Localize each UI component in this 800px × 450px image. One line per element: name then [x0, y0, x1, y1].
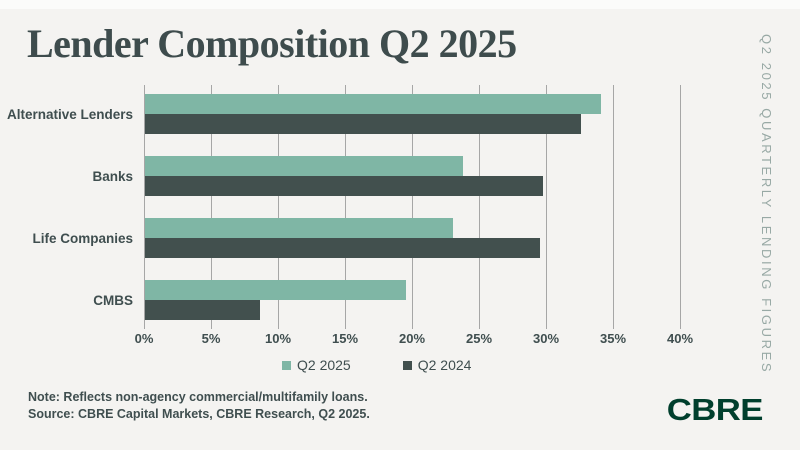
axis-label-40%: 40%: [666, 331, 694, 346]
category-label-life-companies: Life Companies: [32, 230, 133, 246]
footnote-note-line: Note: Reflects non-agency commercial/mul…: [28, 390, 368, 404]
gridline-30%: [546, 85, 547, 320]
tick-20%: [412, 320, 413, 329]
gridline-35%: [613, 85, 614, 320]
axis-label-25%: 25%: [465, 331, 493, 346]
axis-label-30%: 30%: [532, 331, 560, 346]
tick-25%: [479, 320, 480, 329]
gridline-0%: [144, 85, 145, 320]
axis-label-20%: 20%: [398, 331, 426, 346]
tick-30%: [546, 320, 547, 329]
axis-label-35%: 35%: [599, 331, 627, 346]
category-label-banks: Banks: [92, 168, 133, 184]
bar-q2-2024-cmbs: [145, 300, 261, 320]
tick-10%: [278, 320, 279, 329]
category-axis: Alternative Lenders Banks Life Companies CM…: [0, 85, 133, 320]
footnote-source-line: Source: CBRE Capital Markets, CBRE Resea…: [28, 406, 370, 421]
bar-q2-2024-life-companies: [145, 238, 541, 258]
axis-label-0%: 0%: [134, 331, 154, 346]
legend-swatch-q2-2025: [282, 360, 291, 370]
bar-q2-2025-life-companies: [145, 218, 454, 238]
legend-label-q2-2024: Q2 2024: [417, 357, 472, 373]
bar-q2-2025-cmbs: [145, 280, 407, 300]
bar-chart-plot-area: [144, 85, 681, 320]
axis-label-15%: 15%: [331, 331, 359, 346]
x-axis-ticks: [144, 320, 681, 329]
top-strip: [0, 0, 800, 9]
tick-40%: [680, 320, 681, 329]
bar-q2-2024-banks: [145, 176, 543, 196]
tick-0%: [144, 320, 145, 329]
footnote: Note: Reflects non-agency commercial/mul…: [28, 389, 370, 422]
cbre-logo: CBRE: [666, 392, 764, 427]
gridline-25%: [479, 85, 480, 320]
tick-15%: [345, 320, 346, 329]
category-label-cmbs: CMBS: [93, 292, 133, 308]
tick-35%: [613, 320, 614, 329]
gridline-5%: [211, 85, 212, 320]
x-axis-labels: 0% 5% 10% 15% 20% 25% 30% 35% 40%: [135, 331, 693, 347]
page-title: Lender Composition Q2 2025: [27, 21, 517, 66]
bar-q2-2025-banks: [145, 156, 463, 176]
legend-label-q2-2025: Q2 2025: [297, 357, 351, 373]
axis-label-10%: 10%: [264, 331, 292, 346]
gridline-10%: [278, 85, 279, 320]
legend-item-q2-2025: Q2 2025: [282, 357, 351, 373]
axis-label-5%: 5%: [201, 331, 221, 346]
tick-5%: [211, 320, 212, 329]
gridline-15%: [345, 85, 346, 320]
bar-q2-2024-alternative-lenders: [145, 114, 581, 134]
bar-q2-2025-alternative-lenders: [145, 94, 601, 114]
side-vertical-label: Q2 2025 Quarterly Lending Figures: [759, 34, 774, 375]
legend-swatch-q2-2024: [402, 360, 412, 370]
gridline-20%: [412, 85, 413, 320]
category-label-alternative-lenders: Alternative Lenders: [6, 106, 133, 122]
chart-legend: Q2 2025 Q2 2024: [282, 357, 471, 373]
gridline-40%: [680, 85, 681, 320]
legend-item-q2-2024: Q2 2024: [402, 357, 472, 373]
